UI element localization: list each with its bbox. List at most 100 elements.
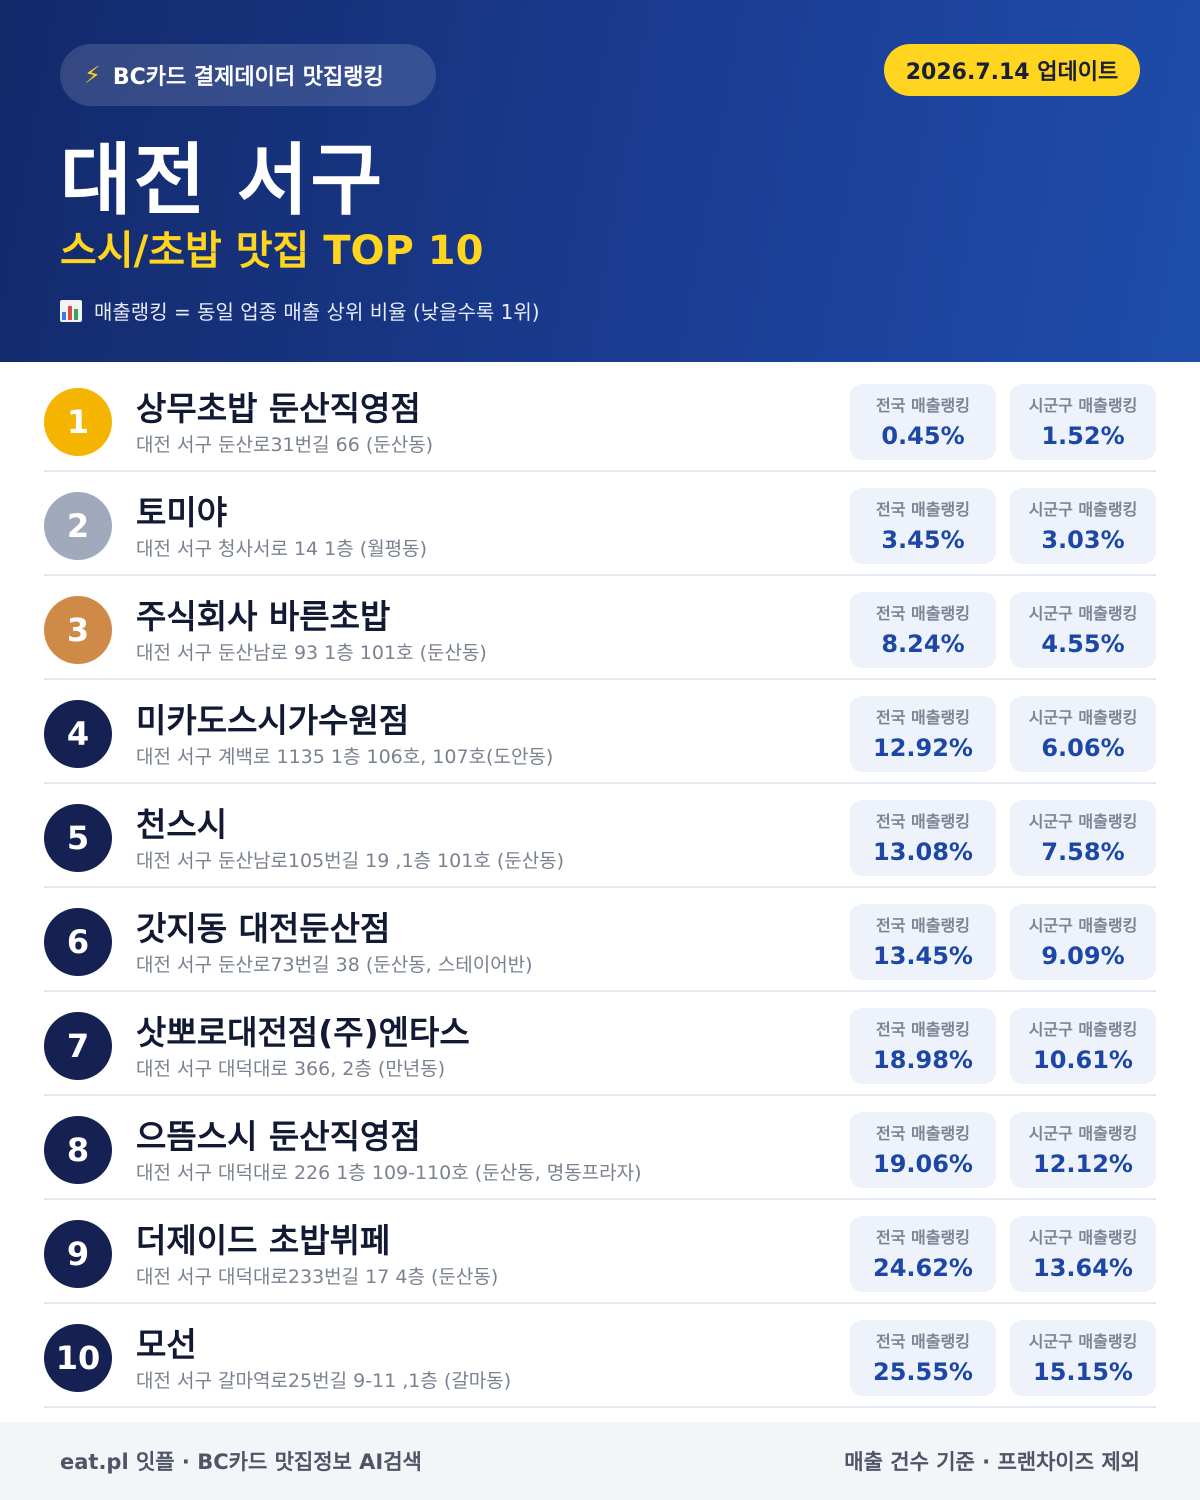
update-badge: 2026.7.14 업데이트 xyxy=(884,44,1140,96)
rank-badge: 10 xyxy=(44,1324,112,1392)
district-ranking-label: 시군구 매출랭킹 xyxy=(1028,1124,1138,1143)
national-ranking-card: 전국 매출랭킹 3.45% xyxy=(850,488,996,564)
district-ranking-card: 시군구 매출랭킹 15.15% xyxy=(1010,1320,1156,1396)
district-ranking-label: 시군구 매출랭킹 xyxy=(1028,500,1138,519)
national-ranking-card: 전국 매출랭킹 8.24% xyxy=(850,592,996,668)
district-ranking-label: 시군구 매출랭킹 xyxy=(1028,916,1138,935)
rank-badge: 4 xyxy=(44,700,112,768)
restaurant-name: 갓지동 대전둔산점 xyxy=(136,909,391,948)
national-ranking-label: 전국 매출랭킹 xyxy=(876,1124,970,1143)
national-ranking-label: 전국 매출랭킹 xyxy=(876,916,970,935)
national-ranking-card: 전국 매출랭킹 25.55% xyxy=(850,1320,996,1396)
district-ranking-value: 1.52% xyxy=(1041,422,1125,450)
ranking-row[interactable]: 6 갓지동 대전둔산점 대전 서구 둔산로73번길 38 (둔산동, 스테이어반) 전… xyxy=(44,888,1156,992)
rank-badge: 9 xyxy=(44,1220,112,1288)
national-ranking-card: 전국 매출랭킹 18.98% xyxy=(850,1008,996,1084)
national-ranking-value: 13.08% xyxy=(873,838,973,866)
ranking-note-text: 매출랭킹 = 동일 업종 매출 상위 비율 (낮을수록 1위) xyxy=(94,300,540,324)
rank-badge: 2 xyxy=(44,492,112,560)
district-ranking-value: 10.61% xyxy=(1033,1046,1133,1074)
district-ranking-label: 시군구 매출랭킹 xyxy=(1028,812,1138,831)
national-ranking-label: 전국 매출랭킹 xyxy=(876,1020,970,1039)
district-ranking-label: 시군구 매출랭킹 xyxy=(1028,396,1138,415)
national-ranking-card: 전국 매출랭킹 24.62% xyxy=(850,1216,996,1292)
restaurant-address: 대전 서구 대덕대로 226 1층 109-110호 (둔산동, 명동프라자) xyxy=(136,1162,642,1184)
restaurant-name: 상무초밥 둔산직영점 xyxy=(136,389,421,428)
district-ranking-card: 시군구 매출랭킹 3.03% xyxy=(1010,488,1156,564)
ranking-row[interactable]: 3 주식회사 바른초밥 대전 서구 둔산남로 93 1층 101호 (둔산동) 전국 … xyxy=(44,576,1156,680)
district-ranking-card: 시군구 매출랭킹 13.64% xyxy=(1010,1216,1156,1292)
restaurant-address: 대전 서구 계백로 1135 1층 106호, 107호(도안동) xyxy=(136,746,554,768)
footer-criteria: 매출 건수 기준 · 프랜차이즈 제외 xyxy=(844,1450,1140,1474)
district-ranking-card: 시군구 매출랭킹 10.61% xyxy=(1010,1008,1156,1084)
rank-badge: 5 xyxy=(44,804,112,872)
restaurant-address: 대전 서구 둔산남로 93 1층 101호 (둔산동) xyxy=(136,642,487,664)
bar-chart-icon xyxy=(60,299,82,322)
national-ranking-card: 전국 매출랭킹 19.06% xyxy=(850,1112,996,1188)
restaurant-name: 더제이드 초밥뷔페 xyxy=(136,1221,391,1260)
district-ranking-value: 6.06% xyxy=(1041,734,1125,762)
source-badge: ⚡ BC카드 결제데이터 맛집랭킹 xyxy=(60,44,436,106)
rank-badge: 3 xyxy=(44,596,112,664)
national-ranking-label: 전국 매출랭킹 xyxy=(876,1228,970,1247)
footer-source: eat.pl 잇플 · BC카드 맛집정보 AI검색 xyxy=(60,1450,422,1474)
restaurant-address: 대전 서구 대덕대로233번길 17 4층 (둔산동) xyxy=(136,1266,499,1288)
district-ranking-value: 7.58% xyxy=(1041,838,1125,866)
restaurant-address: 대전 서구 대덕대로 366, 2층 (만년동) xyxy=(136,1058,446,1080)
ranking-row[interactable]: 5 천스시 대전 서구 둔산남로105번길 19 ,1층 101호 (둔산동) 전국 … xyxy=(44,784,1156,888)
restaurant-name: 토미야 xyxy=(136,493,228,532)
national-ranking-value: 25.55% xyxy=(873,1358,973,1386)
district-ranking-label: 시군구 매출랭킹 xyxy=(1028,604,1138,623)
lightning-icon: ⚡ xyxy=(84,61,101,89)
district-ranking-value: 4.55% xyxy=(1041,630,1125,658)
restaurant-name: 천스시 xyxy=(136,805,228,844)
national-ranking-card: 전국 매출랭킹 13.45% xyxy=(850,904,996,980)
district-ranking-card: 시군구 매출랭킹 12.12% xyxy=(1010,1112,1156,1188)
rank-badge: 1 xyxy=(44,388,112,456)
district-ranking-card: 시군구 매출랭킹 9.09% xyxy=(1010,904,1156,980)
rank-badge: 8 xyxy=(44,1116,112,1184)
national-ranking-label: 전국 매출랭킹 xyxy=(876,500,970,519)
national-ranking-value: 0.45% xyxy=(881,422,965,450)
district-ranking-card: 시군구 매출랭킹 6.06% xyxy=(1010,696,1156,772)
page-title: 대전 서구 xyxy=(60,136,385,226)
header: ⚡ BC카드 결제데이터 맛집랭킹 2026.7.14 업데이트 대전 서구 스… xyxy=(0,0,1200,362)
footer: eat.pl 잇플 · BC카드 맛집정보 AI검색 매출 건수 기준 · 프랜… xyxy=(0,1422,1200,1500)
national-ranking-card: 전국 매출랭킹 12.92% xyxy=(850,696,996,772)
rank-badge: 7 xyxy=(44,1012,112,1080)
national-ranking-value: 18.98% xyxy=(873,1046,973,1074)
restaurant-name: 으뜸스시 둔산직영점 xyxy=(136,1117,421,1156)
restaurant-address: 대전 서구 둔산로31번길 66 (둔산동) xyxy=(136,434,434,456)
ranking-row[interactable]: 10 모선 대전 서구 갈마역로25번길 9-11 ,1층 (갈마동) 전국 매출랭킹… xyxy=(44,1304,1156,1408)
ranking-note: 매출랭킹 = 동일 업종 매출 상위 비율 (낮을수록 1위) xyxy=(60,296,540,325)
national-ranking-card: 전국 매출랭킹 0.45% xyxy=(850,384,996,460)
national-ranking-label: 전국 매출랭킹 xyxy=(876,604,970,623)
national-ranking-label: 전국 매출랭킹 xyxy=(876,1332,970,1351)
district-ranking-value: 3.03% xyxy=(1041,526,1125,554)
national-ranking-value: 3.45% xyxy=(881,526,965,554)
district-ranking-label: 시군구 매출랭킹 xyxy=(1028,1020,1138,1039)
district-ranking-label: 시군구 매출랭킹 xyxy=(1028,1228,1138,1247)
restaurant-name: 모선 xyxy=(136,1325,197,1364)
district-ranking-value: 15.15% xyxy=(1033,1358,1133,1386)
national-ranking-value: 13.45% xyxy=(873,942,973,970)
national-ranking-value: 12.92% xyxy=(873,734,973,762)
district-ranking-label: 시군구 매출랭킹 xyxy=(1028,1332,1138,1351)
national-ranking-label: 전국 매출랭킹 xyxy=(876,396,970,415)
national-ranking-label: 전국 매출랭킹 xyxy=(876,708,970,727)
page-subtitle: 스시/초밥 맛집 TOP 10 xyxy=(60,228,484,274)
ranking-row[interactable]: 7 삿뽀로대전점(주)엔타스 대전 서구 대덕대로 366, 2층 (만년동) 전국 … xyxy=(44,992,1156,1096)
district-ranking-label: 시군구 매출랭킹 xyxy=(1028,708,1138,727)
national-ranking-value: 19.06% xyxy=(873,1150,973,1178)
national-ranking-value: 24.62% xyxy=(873,1254,973,1282)
restaurant-name: 미카도스시가수원점 xyxy=(136,701,410,740)
restaurant-address: 대전 서구 둔산로73번길 38 (둔산동, 스테이어반) xyxy=(136,954,533,976)
district-ranking-value: 12.12% xyxy=(1033,1150,1133,1178)
restaurant-address: 대전 서구 청사서로 14 1층 (월평동) xyxy=(136,538,428,560)
national-ranking-label: 전국 매출랭킹 xyxy=(876,812,970,831)
